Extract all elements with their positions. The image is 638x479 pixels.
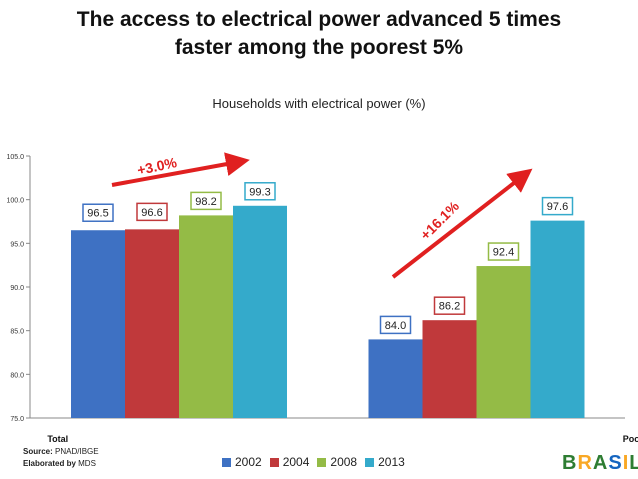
chart-subtitle: Households with electrical power (%): [212, 96, 426, 111]
legend-swatch: [222, 457, 231, 467]
logo-letter: A: [592, 452, 609, 474]
logo-letter: B: [562, 452, 578, 474]
data-label: 86.2: [439, 301, 460, 313]
data-label: 98.2: [195, 196, 216, 208]
legend-item-2004: 2004: [269, 455, 310, 469]
chart-title: The access to electrical power advanced …: [0, 6, 638, 62]
brasil-logo-text: BRASIL: [562, 452, 638, 474]
source-value: PNAD/IBGE: [55, 447, 99, 456]
data-label-box: [190, 191, 222, 211]
annotation-poorest-change: +16.1%: [417, 197, 463, 243]
bar-2002: [368, 339, 423, 418]
chart-title-line-1: The access to electrical power advanced …: [76, 8, 562, 31]
arrow-poorest: [391, 168, 533, 279]
category-label: Poorest 5%: [623, 434, 638, 444]
legend-swatch: [365, 457, 375, 467]
y-tick-label: 80.0: [10, 372, 24, 379]
chart-title-line-2: faster among the poorest 5%: [174, 36, 464, 59]
legend-item-2002: 2002: [222, 455, 262, 469]
bar-2004: [125, 229, 179, 418]
bar-2008: [179, 215, 233, 418]
bar-2013: [233, 205, 287, 418]
data-label-box: [136, 202, 168, 222]
category-label: Total: [47, 434, 68, 444]
arrow-total: [111, 152, 250, 187]
bar-2013: [530, 220, 585, 418]
logo-letter: S: [608, 452, 623, 474]
data-label-box: [433, 296, 466, 315]
legend-label: 2013: [378, 455, 405, 469]
y-tick-label: 100.0: [6, 198, 24, 205]
logo-letter: L: [629, 452, 638, 474]
logo-letter: R: [577, 452, 593, 474]
y-tick-label: 90.0: [10, 285, 24, 292]
data-label: 96.5: [87, 208, 108, 220]
bar-2004: [422, 320, 477, 418]
data-label: 92.4: [493, 247, 514, 259]
y-tick-label: 75.0: [10, 416, 24, 423]
data-label-box: [487, 242, 520, 261]
logo-letter: I: [622, 452, 630, 474]
data-label: 99.3: [249, 186, 270, 198]
data-label: 84.0: [385, 320, 406, 332]
bar-2002: [71, 230, 125, 418]
data-label-box: [82, 203, 114, 222]
y-tick-label: 85.0: [10, 329, 24, 336]
data-label-box: [541, 196, 574, 216]
data-label-box: [244, 182, 276, 201]
data-label: 96.6: [141, 207, 162, 219]
elaborated-label: Elaborated by: [23, 459, 76, 468]
source-note: Source: PNAD/IBGE Elaborated by MDS: [23, 446, 99, 470]
bar-2008: [476, 266, 531, 418]
legend-swatch: [317, 457, 327, 467]
legend-item-2008: 2008: [317, 455, 357, 469]
chart-legend: 2002 2004 2008 2013: [222, 455, 405, 469]
elaborated-value: MDS: [78, 459, 96, 468]
data-label-box: [379, 315, 412, 335]
legend-item-2013: 2013: [365, 455, 405, 469]
source-label: Source:: [23, 447, 53, 456]
y-tick-label: 95.0: [10, 241, 24, 248]
y-tick-label: 105.0: [6, 154, 24, 161]
legend-swatch: [269, 457, 279, 467]
data-label: 97.6: [547, 201, 568, 213]
legend-label: 2004: [282, 455, 310, 469]
legend-label: 2002: [235, 455, 262, 469]
legend-label: 2008: [330, 455, 358, 469]
brasil-logo: BRASIL: [562, 452, 638, 475]
